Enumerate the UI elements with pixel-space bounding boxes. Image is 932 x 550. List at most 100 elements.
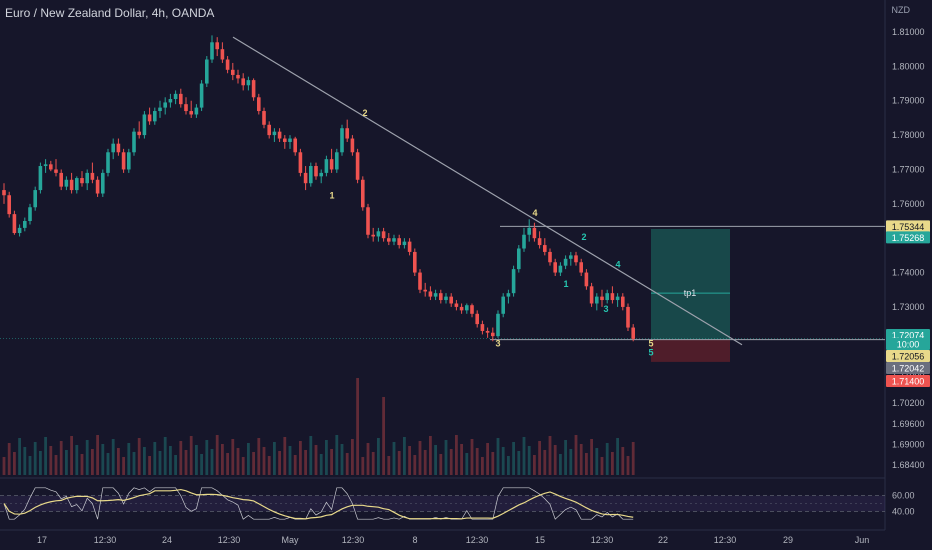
price-label-text: 1.75344	[892, 222, 925, 232]
volume-bar	[543, 450, 547, 475]
volume-bar	[247, 443, 250, 475]
candle-body	[75, 178, 79, 191]
candle-body	[579, 262, 583, 273]
volume-bar	[304, 450, 307, 475]
volume-bar	[262, 447, 266, 475]
symbol-title[interactable]: Euro / New Zealand Dollar, 4h, OANDA	[5, 6, 215, 20]
candle	[54, 159, 58, 177]
candle-body	[17, 227, 22, 234]
candle	[272, 128, 277, 142]
candle	[236, 69, 240, 84]
candle-body	[267, 124, 271, 136]
volume-bar	[377, 438, 380, 475]
candles	[2, 35, 635, 342]
candle	[309, 162, 313, 187]
volume-bar	[195, 445, 198, 475]
candle-body	[314, 166, 318, 177]
candle	[298, 148, 303, 177]
candle-body	[90, 172, 95, 180]
candle-body	[127, 152, 131, 170]
candle-body	[335, 152, 339, 170]
volume-bar	[179, 441, 183, 475]
price-label-text: 1.71400	[892, 377, 925, 387]
volume-bar	[564, 440, 567, 475]
currency-label: NZD	[891, 5, 911, 15]
price-label-line: 1.75344	[886, 220, 930, 233]
candle-body	[506, 293, 511, 297]
candle-body	[340, 128, 344, 153]
volume-bar	[340, 444, 344, 475]
candle	[49, 160, 53, 172]
candle-body	[64, 179, 69, 187]
volume-bar	[335, 435, 339, 475]
candle-body	[496, 313, 500, 337]
price-tick-label: 1.73000	[892, 302, 925, 312]
candle-body	[111, 143, 115, 153]
candle-body	[59, 172, 63, 187]
candle	[569, 251, 573, 266]
wave-label: 2	[362, 108, 367, 118]
candle	[392, 234, 396, 246]
candle-body	[251, 80, 256, 98]
candle	[553, 258, 557, 276]
candle	[121, 148, 126, 173]
time-tick-label: 12:30	[591, 535, 614, 545]
volume-bar	[231, 439, 235, 475]
volume-bar	[65, 450, 68, 475]
volume-bar	[434, 445, 437, 475]
candle-body	[309, 166, 313, 184]
time-tick-label: 22	[658, 535, 668, 545]
candle	[173, 90, 178, 105]
time-tick-label: 12:30	[218, 535, 241, 545]
price-label-text: 1.75268	[892, 233, 925, 243]
wave-label: 5	[648, 338, 653, 348]
volume-bar	[91, 449, 94, 475]
volume-bar	[44, 437, 47, 475]
volume-bar	[491, 452, 495, 475]
price-tick-label: 1.78000	[892, 130, 925, 140]
wave-label: 2	[581, 232, 586, 242]
candle-body	[574, 255, 578, 263]
wave-label: 3	[495, 338, 500, 348]
candle	[465, 303, 469, 314]
candle	[506, 289, 511, 304]
candle-body	[101, 172, 105, 194]
candle	[64, 176, 69, 191]
candle	[350, 135, 355, 156]
price-label-bg	[886, 375, 930, 387]
candle-body	[329, 159, 334, 170]
candle-body	[241, 78, 245, 86]
candle-body	[168, 99, 173, 103]
volume-bar	[403, 437, 406, 475]
candle-body	[12, 214, 17, 234]
candle	[621, 293, 625, 311]
candle-body	[350, 138, 355, 153]
candle	[184, 97, 188, 115]
candle-body	[205, 59, 209, 84]
candle-body	[459, 306, 464, 311]
volume-bar	[309, 436, 313, 475]
candle-body	[262, 111, 266, 125]
volume-bar	[553, 445, 557, 475]
candle	[262, 107, 266, 129]
candle	[329, 148, 334, 173]
candle	[23, 217, 27, 232]
price-label-bg	[886, 338, 930, 350]
volume-bar	[39, 451, 42, 475]
volume-bar	[85, 440, 89, 475]
rsi-line	[3, 487, 634, 520]
volume-bar	[122, 457, 125, 475]
volume-bar	[345, 453, 349, 475]
candle	[615, 293, 620, 307]
candle	[626, 303, 630, 331]
candle	[517, 245, 521, 273]
volume-bar	[96, 435, 99, 475]
candle-body	[106, 152, 110, 173]
price-tick-label: 1.70200	[892, 398, 925, 408]
candle	[439, 289, 443, 304]
candle-body	[589, 286, 594, 304]
candle-body	[194, 107, 199, 115]
candle-body	[153, 111, 157, 122]
